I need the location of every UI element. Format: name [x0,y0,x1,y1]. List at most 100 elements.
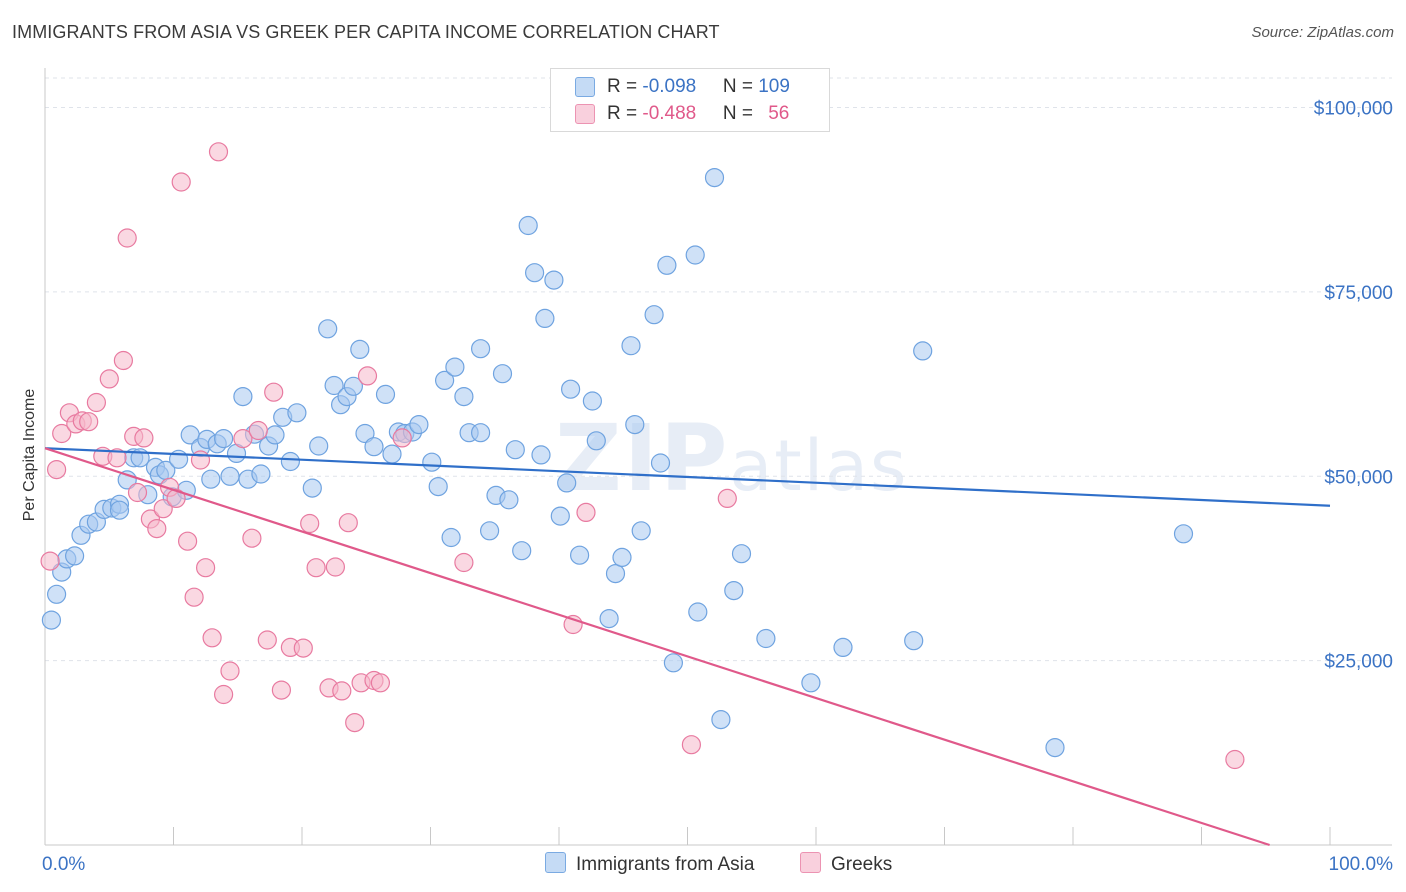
asia-point-76 [557,473,577,493]
series-legend-greeks: Greeks [800,852,892,876]
greeks-point-15 [134,428,154,448]
asia-point-60 [454,387,474,407]
greeks-point-38 [300,513,320,534]
asia-point-81 [599,608,619,629]
greeks-point-30 [233,429,253,449]
greeks-point-10 [107,448,127,468]
y-tick-label-1: $50,000 [1324,467,1393,488]
axes [44,68,1392,846]
asia-point-74 [544,270,564,290]
asia-point-92 [688,602,708,622]
asia-point-33 [251,464,271,484]
trend-line-asia [44,447,1331,507]
legend-r-value-greeks: -0.488 [642,103,697,124]
chart-source: Source: ZipAtlas.com [1251,24,1394,41]
asia-point-55 [422,452,442,472]
asia-point-89 [657,255,677,275]
asia-point-25 [201,469,221,489]
series-legend: Immigrants from Asia Greeks [0,852,1406,878]
asia-point-86 [631,521,651,541]
asia-point-102 [1045,737,1065,758]
asia-point-48 [364,437,384,457]
greeks-point-54 [717,488,737,508]
asia-point-30 [233,387,253,407]
legend-r-value-asia: -0.098 [642,76,697,97]
greeks-point-53 [681,735,702,755]
asia-point-67 [499,490,519,510]
legend-n-value-greeks: 56 [768,103,790,124]
greeks-point-14 [127,482,148,503]
asia-point-40 [309,436,329,456]
greeks-point-17 [147,518,167,539]
greeks-point-55 [1225,749,1245,770]
legend-text-greeks: R = -0.488 N = 56 [607,103,789,125]
greeks-point-20 [166,488,186,508]
legend-row-asia: R = -0.098 N = 109 [551,74,829,100]
x-tick-label-0: 0.0% [42,854,85,875]
asia-point-95 [724,580,744,601]
greeks-point-24 [190,450,211,470]
greeks-point-43 [338,513,358,533]
asia-point-91 [685,245,705,265]
asia-point-90 [663,653,684,673]
asia-point-70 [518,215,538,236]
asia-point-63 [471,339,491,359]
legend-r-label-greeks: R = [607,103,643,124]
greeks-point-41 [325,557,345,577]
greeks-point-31 [242,528,262,548]
greeks-point-52 [576,502,596,523]
greeks-point-11 [113,350,134,371]
axis-labels: $25,000 $50,000 $75,000 $100,000 0.0% 100.0% P… [21,99,1393,876]
asia-point-42 [324,375,344,396]
asia-point-41 [318,319,338,339]
greeks-point-26 [202,628,222,648]
legend-text-asia: R = -0.098 N = 109 [607,76,790,98]
grid-lines [45,77,1392,662]
asia-point-4 [64,546,85,566]
greeks-point-29 [220,661,240,681]
greeks-point-22 [178,531,198,551]
greeks-point-44 [345,712,365,733]
series-legend-asia: Immigrants from Asia [545,852,754,876]
asia-point-57 [435,370,455,390]
y-axis-label: Per Capita Income [21,389,38,522]
asia-point-38 [287,403,307,423]
greeks-point-6 [79,412,99,432]
asia-point-96 [731,544,752,564]
trend-lines [44,447,1331,847]
asia-point-54 [409,415,429,435]
legend-swatch-asia [575,77,595,97]
asia-point-98 [801,673,821,693]
asia-point-66 [492,364,513,384]
correlation-legend: R = -0.098 N = 109 R = -0.488 N = 56 [550,68,830,132]
chart-title: IMMIGRANTS FROM ASIA VS GREEK PER CAPITA… [12,22,720,42]
asia-point-75 [550,506,570,526]
series-legend-label-greeks: Greeks [831,854,893,875]
asia-point-99 [833,637,853,658]
greeks-point-25 [196,558,216,578]
greeks-point-18 [153,499,173,519]
asia-point-45 [343,376,363,396]
asia-point-80 [586,431,606,451]
series-immigrants-from-asia [41,168,1194,758]
greeks-point-0 [40,551,60,571]
greeks-point-9 [99,369,119,389]
asia-point-56 [428,477,448,497]
asia-point-27 [214,429,234,449]
greeks-point-37 [293,638,313,658]
series-greeks [40,142,1245,770]
asia-point-64 [480,521,500,541]
asia-point-83 [612,547,632,568]
asia-point-93 [704,168,725,188]
asia-point-103 [1173,524,1194,544]
asia-point-28 [220,466,240,486]
greeks-point-35 [271,680,291,700]
greeks-point-23 [184,587,204,607]
asia-point-35 [265,425,285,445]
series-legend-label-asia: Immigrants from Asia [576,854,755,875]
y-tick-label-3: $100,000 [1314,99,1393,120]
asia-point-100 [904,631,924,651]
series-legend-swatch-asia [545,852,566,873]
asia-point-71 [524,263,545,283]
